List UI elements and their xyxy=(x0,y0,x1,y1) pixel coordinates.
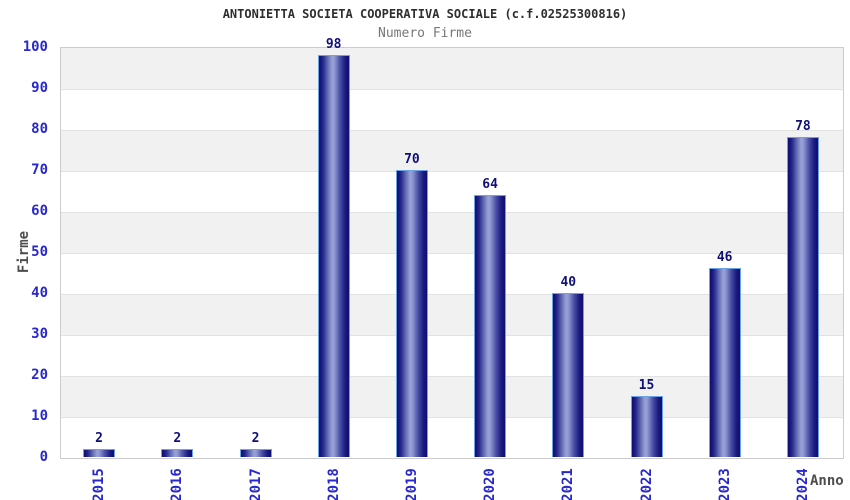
grid-band xyxy=(61,212,843,253)
y-tick-label: 20 xyxy=(31,367,48,383)
bar xyxy=(395,170,428,457)
gridline xyxy=(61,89,843,90)
gridline xyxy=(61,171,843,172)
x-tick-label: 2020 xyxy=(482,468,499,500)
x-tick-label: 2023 xyxy=(716,468,733,500)
bar-value-label: 15 xyxy=(638,377,655,393)
bar-value-label: 70 xyxy=(404,152,420,167)
y-tick-label: 90 xyxy=(31,80,48,96)
y-tick-label: 10 xyxy=(31,408,48,424)
bar xyxy=(786,137,819,457)
bar-value-label: 2 xyxy=(251,430,260,446)
x-tick-label: 2015 xyxy=(91,468,108,500)
gridline xyxy=(61,130,843,131)
grid-band xyxy=(61,171,843,212)
gridline xyxy=(61,294,843,295)
x-tick-label: 2018 xyxy=(325,468,342,500)
gridline xyxy=(61,253,843,254)
y-tick-label: 30 xyxy=(31,326,48,342)
gridline xyxy=(61,376,843,377)
x-tick-label: 2021 xyxy=(560,468,577,500)
y-tick-label: 40 xyxy=(31,285,48,301)
gridline xyxy=(61,212,843,213)
x-axis-title: Anno xyxy=(810,473,844,489)
bar-value-label: 46 xyxy=(716,250,733,266)
bar-value-label: 2 xyxy=(95,430,103,446)
bar xyxy=(708,268,741,457)
bar-value-label: 78 xyxy=(795,119,811,135)
bar xyxy=(552,293,585,457)
bar-value-label: 64 xyxy=(482,176,498,192)
y-tick-label: 60 xyxy=(31,203,48,219)
y-tick-label: 0 xyxy=(39,449,48,465)
y-tick-label: 50 xyxy=(31,244,48,260)
x-tick-label: 2019 xyxy=(403,468,420,500)
bar xyxy=(161,448,194,457)
y-tick-label: 80 xyxy=(31,121,48,137)
gridline xyxy=(61,417,843,418)
x-tick-label: 2024 xyxy=(794,468,811,500)
chart-subtitle: Numero Firme xyxy=(378,26,472,41)
grid-band xyxy=(61,89,843,130)
bar-value-label: 98 xyxy=(325,37,342,53)
bar xyxy=(239,448,272,457)
y-tick-label: 70 xyxy=(31,162,48,178)
bar xyxy=(317,55,350,457)
grid-band xyxy=(61,48,843,89)
bar xyxy=(474,194,507,457)
bar xyxy=(630,395,663,457)
bar xyxy=(83,448,116,457)
chart-title: ANTONIETTA SOCIETA COOPERATIVA SOCIALE (… xyxy=(222,7,628,21)
x-tick-label: 2022 xyxy=(638,468,655,500)
x-tick-label: 2016 xyxy=(169,468,186,500)
bar-value-label: 40 xyxy=(560,275,577,290)
y-tick-label: 100 xyxy=(22,39,48,55)
x-tick-label: 2017 xyxy=(247,468,264,500)
bar-value-label: 2 xyxy=(173,430,182,446)
gridline xyxy=(61,335,843,336)
grid-band xyxy=(61,130,843,171)
